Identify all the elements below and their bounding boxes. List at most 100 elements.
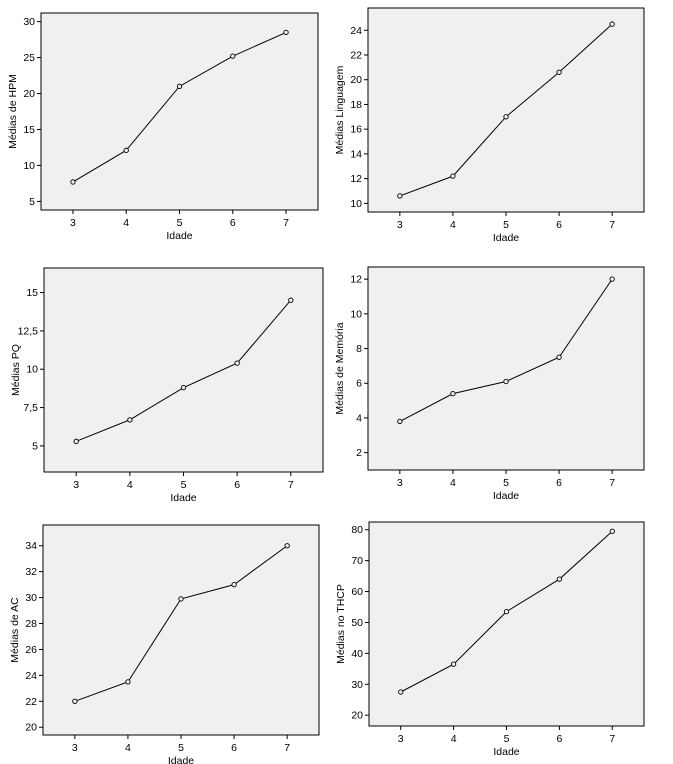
y-tick-label: 20 (23, 88, 35, 100)
x-tick-label: 6 (556, 733, 562, 745)
data-point (127, 417, 133, 423)
x-axis-label: Idade (493, 746, 519, 758)
plot-area (43, 267, 324, 473)
y-tick-label: 12 (350, 274, 362, 286)
plot-area (368, 521, 645, 727)
x-axis-label: Idade (493, 232, 519, 244)
y-axis-label: Médias PQ (10, 344, 22, 396)
y-tick-label: 34 (25, 540, 37, 552)
data-point (609, 21, 615, 27)
x-tick-label: 3 (72, 742, 78, 754)
data-point (503, 608, 510, 615)
y-tick-label: 80 (351, 524, 363, 536)
y-tick-label: 6 (356, 378, 362, 390)
y-tick-label: 5 (32, 440, 38, 452)
y-tick-label: 26 (25, 644, 37, 656)
x-tick-label: 5 (181, 479, 187, 491)
y-tick-label: 15 (23, 124, 35, 136)
x-tick-label: 5 (177, 217, 183, 229)
plot-area (367, 7, 645, 213)
y-tick-label: 18 (350, 99, 362, 111)
x-tick-label: 7 (609, 219, 615, 231)
y-tick-label: 24 (25, 670, 37, 682)
y-tick-label: 22 (350, 49, 362, 61)
data-point (450, 391, 456, 397)
data-point (450, 661, 457, 667)
chart-panel-6: 20 30 40 50 60 70 80 3 4 5 6 7 Idade Médias no THCP (335, 521, 645, 758)
x-tick-label: 5 (178, 742, 184, 754)
data-point (398, 689, 404, 695)
y-tick-label: 10 (350, 308, 362, 320)
data-point (73, 438, 79, 444)
chart-panel-1: 5 10 15 20 25 30 3 4 5 6 7 Idade Médias de HPM (7, 12, 319, 242)
data-point (556, 576, 563, 582)
x-tick-label: 4 (125, 742, 131, 754)
data-point (609, 276, 615, 282)
y-tick-label: 30 (351, 679, 363, 691)
x-axis-label: Idade (168, 755, 194, 764)
x-axis-label: Idade (170, 492, 196, 504)
y-tick-label: 10 (350, 198, 362, 210)
y-tick-label: 40 (351, 648, 363, 660)
data-point (283, 29, 289, 36)
y-tick-label: 16 (350, 124, 362, 136)
y-axis-label: Médias de Memória (334, 322, 346, 414)
y-tick-label: 20 (25, 722, 37, 734)
x-tick-label: 7 (284, 742, 290, 754)
chart-panel-3: 5 7,5 10 12,5 15 3 4 5 6 7 Idade Médias PQ (10, 267, 324, 504)
y-tick-label: 30 (25, 592, 37, 604)
y-tick-label: 5 (29, 196, 35, 208)
y-tick-label: 60 (351, 586, 363, 598)
y-tick-label: 15 (26, 287, 38, 299)
y-axis-label: Médias no THCP (335, 584, 347, 664)
y-tick-label: 2 (356, 447, 362, 459)
data-point (178, 596, 184, 602)
x-tick-label: 4 (127, 479, 133, 491)
data-point (503, 114, 509, 120)
data-point (231, 581, 237, 588)
x-tick-label: 5 (503, 477, 509, 489)
data-point (397, 193, 403, 199)
y-tick-label: 32 (25, 566, 37, 578)
data-point (556, 69, 562, 75)
y-tick-label: 12 (350, 173, 362, 185)
x-tick-label: 4 (451, 733, 457, 745)
data-point (284, 543, 290, 549)
y-tick-label: 12,5 (18, 325, 39, 337)
plot-area (42, 524, 320, 736)
data-point (397, 418, 403, 425)
data-point (450, 173, 456, 179)
y-tick-label: 22 (25, 696, 37, 708)
y-tick-label: 8 (356, 343, 362, 355)
data-point (609, 528, 615, 534)
data-point (556, 354, 562, 360)
plot-area (367, 266, 645, 471)
x-tick-label: 5 (504, 733, 510, 745)
data-point (234, 360, 240, 366)
x-tick-label: 6 (556, 477, 562, 489)
y-tick-label: 7,5 (23, 402, 38, 414)
y-tick-label: 30 (23, 16, 35, 28)
x-tick-label: 6 (231, 742, 237, 754)
x-tick-label: 7 (288, 479, 294, 491)
x-tick-label: 4 (450, 477, 456, 489)
x-tick-label: 3 (397, 477, 403, 489)
y-tick-label: 10 (26, 364, 38, 376)
chart-panel-4: 2 4 6 8 10 12 3 4 5 6 7 Idade Médias de Memória (334, 266, 645, 502)
x-tick-label: 3 (397, 219, 403, 231)
y-tick-label: 10 (23, 160, 35, 172)
y-tick-label: 14 (350, 148, 362, 160)
data-point (125, 679, 131, 685)
data-point (230, 53, 236, 59)
data-point (72, 698, 78, 704)
data-point (503, 378, 509, 385)
x-axis-label: Idade (166, 230, 192, 242)
x-tick-label: 6 (234, 479, 240, 491)
y-tick-label: 24 (350, 25, 362, 37)
y-axis-label: Médias de HPM (7, 74, 19, 149)
y-tick-label: 20 (351, 710, 363, 722)
y-tick-label: 50 (351, 617, 363, 629)
x-tick-label: 6 (556, 219, 562, 231)
